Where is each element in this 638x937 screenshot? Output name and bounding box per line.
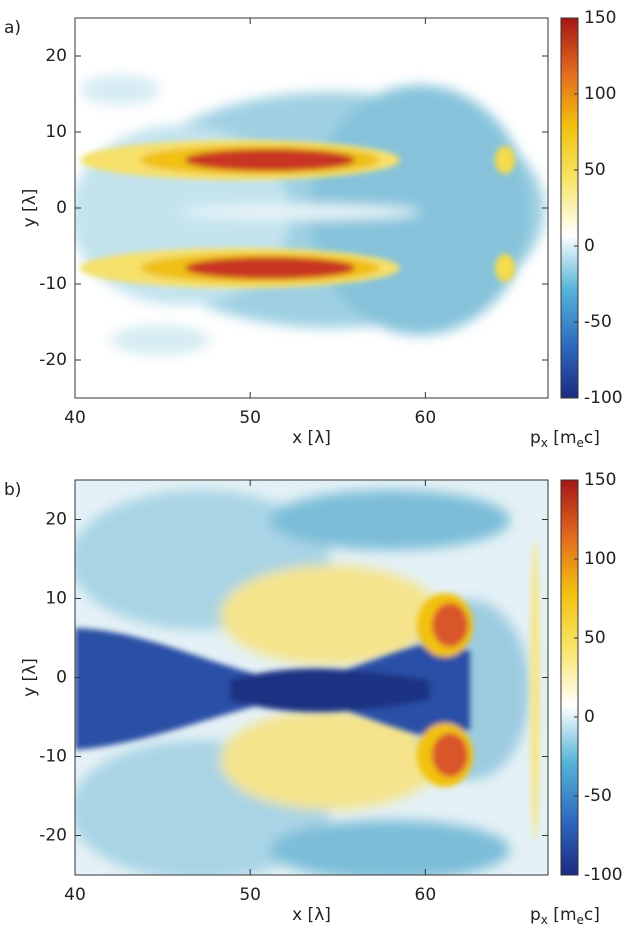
colorbar	[560, 479, 579, 876]
colorbar-tick-label: -50	[584, 786, 612, 806]
y-tick-label: 20	[45, 510, 67, 530]
colorbar-tick-label: 50	[584, 628, 606, 648]
field-image-b	[75, 480, 548, 875]
colorbar-tick-label: -100	[584, 388, 623, 408]
colorbar-label-part: c]	[584, 428, 600, 448]
y-tick-label: -20	[39, 350, 67, 370]
x-tick-label: 60	[415, 885, 437, 905]
y-axis-label: y [λ]	[20, 658, 40, 697]
y-tick-label: -10	[39, 747, 67, 767]
field-image-a	[75, 75, 545, 355]
colorbar-tick-label: -50	[584, 312, 612, 332]
y-tick-label: 20	[45, 46, 67, 66]
colorbar-label-part: e	[577, 913, 584, 927]
colorbar-tick-label: 0	[584, 236, 595, 256]
colorbar-label: px [mec]	[530, 905, 600, 927]
y-tick-label: 0	[56, 198, 67, 218]
colorbar-label-part: e	[577, 436, 584, 450]
y-tick-label: 10	[45, 589, 67, 609]
x-axis-label: x [λ]	[292, 428, 331, 448]
colorbar-label-part: c]	[584, 905, 600, 925]
panel-label: a)	[4, 18, 21, 38]
colorbar-tick-label: -100	[584, 865, 623, 885]
x-axis-label: x [λ]	[292, 905, 331, 925]
x-tick-label: 50	[239, 885, 261, 905]
y-tick-label: -10	[39, 274, 67, 294]
colorbar	[560, 17, 579, 399]
colorbar-tick-label: 100	[584, 549, 616, 569]
colorbar-tick-label: 50	[584, 160, 606, 180]
x-tick-label: 40	[64, 885, 86, 905]
colorbar-label-part: x	[541, 913, 548, 927]
y-axis-label: y [λ]	[20, 189, 40, 228]
colorbar-label-part: p	[530, 428, 541, 448]
colorbar-tick-label: 100	[584, 84, 616, 104]
x-tick-label: 40	[64, 408, 86, 428]
x-tick-label: 50	[239, 408, 261, 428]
colorbar-tick-label: 150	[584, 8, 616, 28]
colorbar-label-part: p	[530, 905, 541, 925]
colorbar-label-part: [m	[548, 428, 577, 448]
y-tick-label: -20	[39, 826, 67, 846]
x-tick-label: 60	[415, 408, 437, 428]
colorbar-label-part: x	[541, 436, 548, 450]
colorbar-label-part: [m	[548, 905, 577, 925]
colorbar-label: px [mec]	[530, 428, 600, 450]
y-tick-label: 0	[56, 668, 67, 688]
colorbar-tick-label: 0	[584, 707, 595, 727]
colorbar-tick-label: 150	[584, 470, 616, 490]
y-tick-label: 10	[45, 122, 67, 142]
panel-label: b)	[4, 480, 21, 500]
